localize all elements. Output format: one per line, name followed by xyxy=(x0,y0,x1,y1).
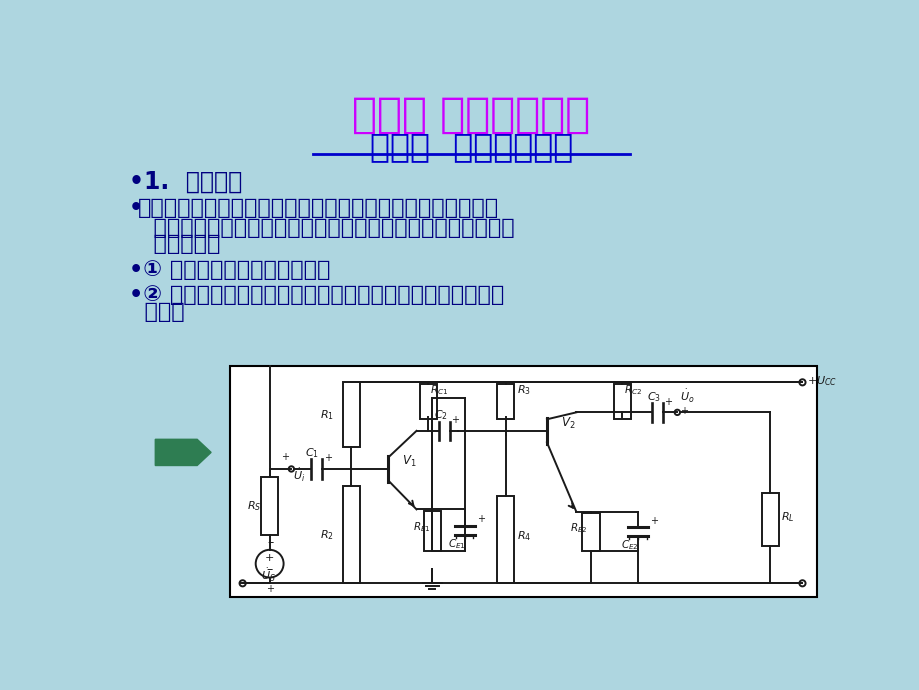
Text: $R_2$: $R_2$ xyxy=(320,528,334,542)
Text: $R_S$: $R_S$ xyxy=(246,499,261,513)
Text: $R_L$: $R_L$ xyxy=(780,510,794,524)
Text: +: + xyxy=(280,452,289,462)
Text: –: – xyxy=(267,562,272,575)
Text: +: + xyxy=(680,406,687,416)
Text: –: – xyxy=(267,536,273,549)
Text: $C_{E2}$: $C_{E2}$ xyxy=(620,538,639,552)
Text: 遍采用: 遍采用 xyxy=(129,302,185,322)
Text: 其特点是：: 其特点是： xyxy=(138,235,221,255)
Text: •: • xyxy=(129,198,143,218)
Text: +: + xyxy=(265,553,274,563)
Text: •② 只能放大交流信号。这种耦合方式在分立元件电路中被普: •② 只能放大交流信号。这种耦合方式在分立元件电路中被普 xyxy=(129,284,504,304)
Text: 第三章 放大电路基础: 第三章 放大电路基础 xyxy=(352,94,590,136)
Text: $R_4$: $R_4$ xyxy=(516,529,530,543)
Text: 的各级之间及放大电路与负载之间由电阻、电容连接的方式。: 的各级之间及放大电路与负载之间由电阻、电容连接的方式。 xyxy=(138,217,515,237)
Bar xyxy=(343,382,359,447)
Text: $\dot{U}_i$: $\dot{U}_i$ xyxy=(292,466,305,484)
Bar xyxy=(497,495,514,583)
Text: +: + xyxy=(451,415,459,425)
Text: $R_1$: $R_1$ xyxy=(320,408,334,422)
Bar xyxy=(613,384,630,419)
Bar xyxy=(419,384,437,419)
Text: $C_2$: $C_2$ xyxy=(434,408,448,422)
Text: $R_{C1}$: $R_{C1}$ xyxy=(429,383,448,397)
Bar xyxy=(497,384,514,419)
Bar xyxy=(761,493,777,546)
Text: $R_{C2}$: $R_{C2}$ xyxy=(623,383,641,397)
Bar xyxy=(582,513,599,551)
Text: 第三节  多级放大电路: 第三节 多级放大电路 xyxy=(369,130,573,164)
Text: $V_1$: $V_1$ xyxy=(402,454,416,469)
Text: $C_1$: $C_1$ xyxy=(305,446,319,460)
Text: $C_{E1}$: $C_{E1}$ xyxy=(448,537,465,551)
Bar xyxy=(261,477,278,535)
Text: •① 各级静态工作点相互独立，: •① 各级静态工作点相互独立， xyxy=(129,260,330,280)
Text: $R_{E2}$: $R_{E2}$ xyxy=(570,522,587,535)
Text: $R_3$: $R_3$ xyxy=(516,383,530,397)
Text: $\dot{U}_S$: $\dot{U}_S$ xyxy=(260,567,276,584)
Text: +: + xyxy=(477,515,484,524)
Bar xyxy=(343,486,359,583)
Bar xyxy=(424,511,440,551)
Text: 所谓阻容耦合方式是指信号源与放大电路之间、多级放大电路: 所谓阻容耦合方式是指信号源与放大电路之间、多级放大电路 xyxy=(138,198,499,218)
Text: +: + xyxy=(664,397,672,406)
Text: $V_2$: $V_2$ xyxy=(561,416,574,431)
Text: $R_{E1}$: $R_{E1}$ xyxy=(413,520,430,534)
Text: $\dot{U}_o$: $\dot{U}_o$ xyxy=(680,388,695,406)
Text: $C_3$: $C_3$ xyxy=(647,390,661,404)
Bar xyxy=(230,366,816,597)
Text: +: + xyxy=(650,515,658,526)
Text: $+U_{CC}$: $+U_{CC}$ xyxy=(806,374,836,388)
Text: •1.  阻容耦合: •1. 阻容耦合 xyxy=(129,169,242,193)
FancyArrow shape xyxy=(155,440,210,466)
Text: +: + xyxy=(267,584,274,594)
Text: +: + xyxy=(324,453,332,463)
